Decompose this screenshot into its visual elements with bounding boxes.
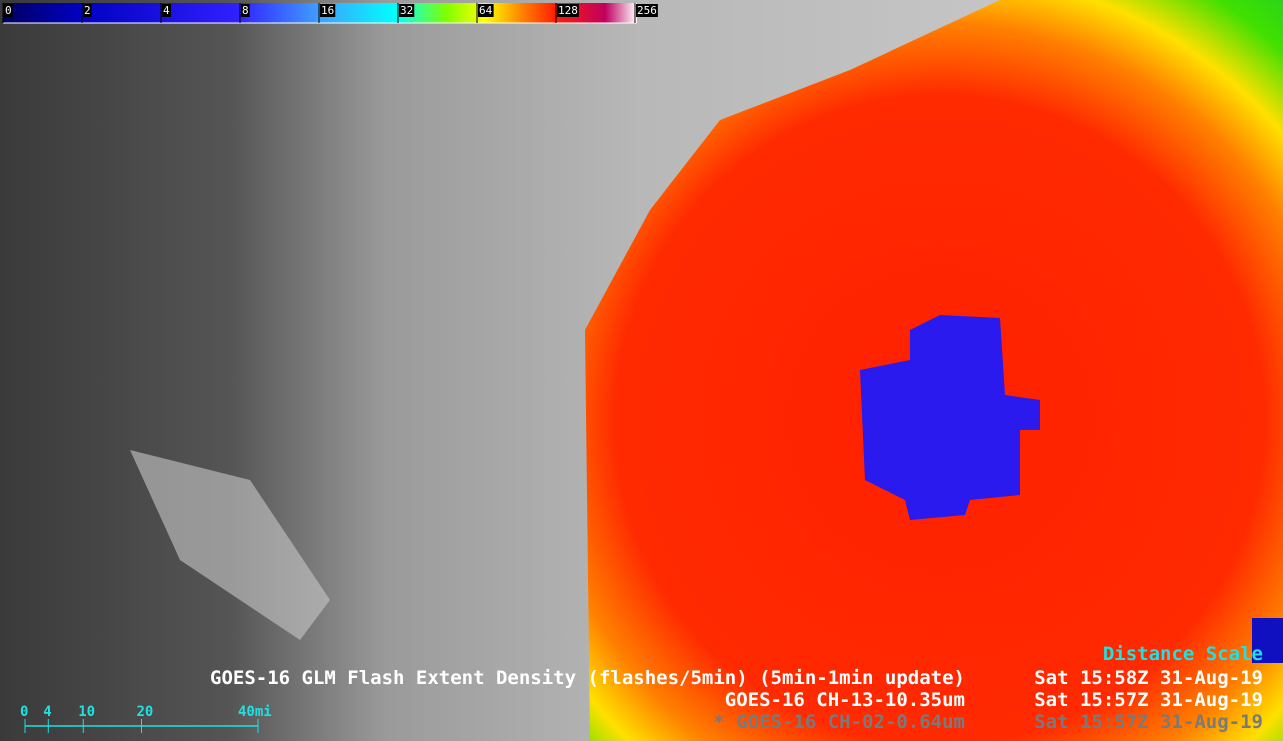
colorbar-label-box bbox=[557, 4, 579, 17]
scale-label: 40mi bbox=[238, 704, 272, 720]
colorbar-label: 4 bbox=[163, 4, 170, 17]
colorbar-label: 64 bbox=[479, 4, 493, 17]
caption-product: * GOES-16 CH-02-0.64um bbox=[713, 711, 965, 733]
colorbar-label: 256 bbox=[637, 4, 657, 17]
scale-label: 20 bbox=[137, 704, 154, 720]
scale-label: 10 bbox=[78, 704, 95, 720]
caption-product: GOES-16 CH-13-10.35um bbox=[725, 689, 965, 711]
colorbar-label: 0 bbox=[5, 4, 12, 17]
colorbar-label-box bbox=[162, 4, 171, 17]
colorbar-label-box bbox=[241, 4, 250, 17]
edge-cell bbox=[1252, 618, 1283, 663]
caption-time: Sat 15:57Z 31-Aug-19 bbox=[1034, 711, 1263, 733]
colorbar-label-box bbox=[83, 4, 92, 17]
colorbar-label-box bbox=[478, 4, 494, 17]
caption-product: GOES-16 GLM Flash Extent Density (flashe… bbox=[210, 667, 965, 689]
colorbar-label-box bbox=[636, 4, 658, 17]
caption-time: Sat 15:57Z 31-Aug-19 bbox=[1034, 689, 1263, 711]
caption-time: Sat 15:58Z 31-Aug-19 bbox=[1034, 667, 1263, 689]
colorbar-label: 8 bbox=[242, 4, 249, 17]
scale-label: 4 bbox=[43, 704, 51, 720]
cloud-feature bbox=[130, 450, 330, 640]
colorbar-label-box bbox=[320, 4, 336, 17]
colorbar-label-box bbox=[4, 4, 13, 17]
distance-scale-title: Distance Scale bbox=[1103, 643, 1263, 665]
colorbar-label: 2 bbox=[84, 4, 91, 17]
colorbar-label: 32 bbox=[400, 4, 413, 17]
colorbar-label: 16 bbox=[321, 4, 334, 17]
colorbar-label: 128 bbox=[558, 4, 578, 17]
scale-label: 0 bbox=[20, 704, 28, 720]
colorbar-label-box bbox=[399, 4, 415, 17]
eye-low-density bbox=[860, 315, 1040, 520]
